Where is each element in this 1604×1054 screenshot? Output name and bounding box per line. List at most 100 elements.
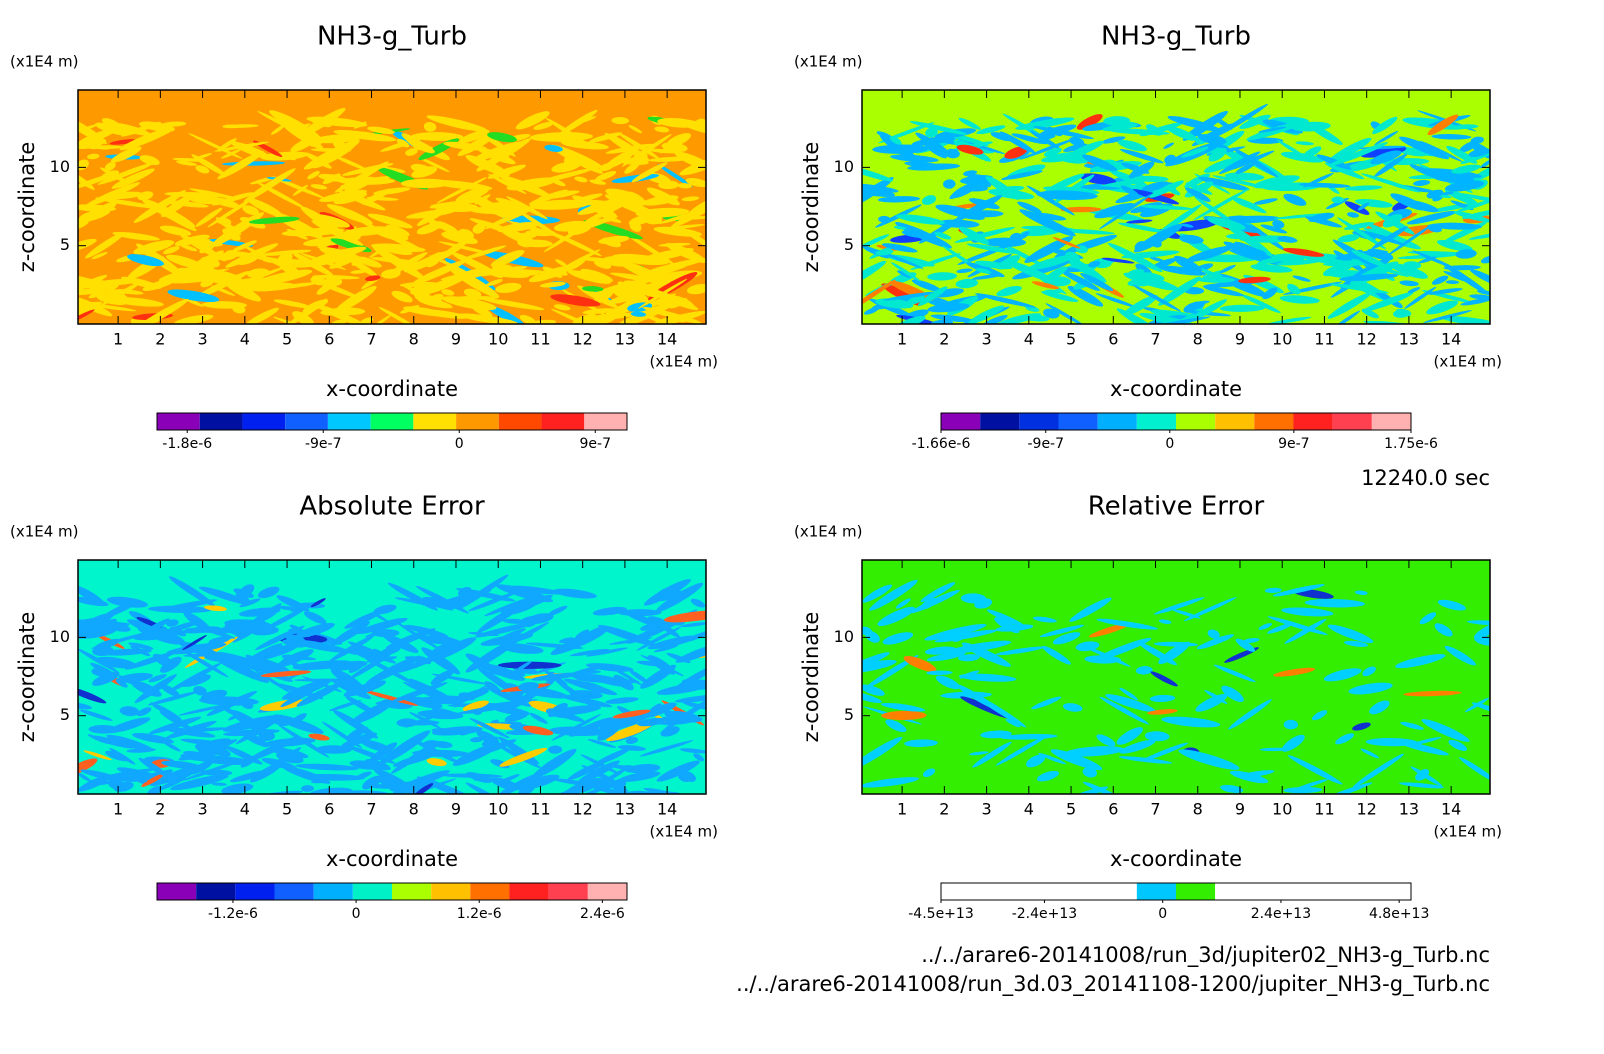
field-streak (365, 759, 391, 771)
colorbar-tick-label: -1.8e-6 (162, 436, 212, 452)
field-streak (457, 132, 497, 157)
field-streak (309, 787, 353, 794)
field-streak (1234, 241, 1274, 263)
field-streak (901, 230, 928, 238)
field-streak (640, 664, 677, 689)
colorbar-segment (1215, 883, 1255, 900)
field-streak (1219, 264, 1236, 274)
field-streak (864, 655, 919, 689)
x-tick-label: 5 (282, 330, 292, 349)
field-streak (335, 156, 367, 171)
field-streak (1454, 124, 1479, 130)
field-streak (1241, 294, 1281, 314)
field-streak (1119, 739, 1156, 754)
field-streak (862, 166, 893, 182)
field-streak (924, 624, 987, 641)
colorbar-segment (1176, 883, 1216, 900)
field-streak (911, 279, 942, 292)
field-streak (193, 685, 207, 696)
field-streak (1118, 756, 1173, 764)
field-streak (595, 170, 617, 181)
field-streak (465, 782, 504, 794)
field-streak (243, 168, 296, 203)
field-streak (550, 778, 610, 789)
field-streak (1346, 212, 1359, 218)
field-streak (1426, 189, 1444, 199)
field-streak (161, 599, 218, 611)
field-streak (273, 299, 312, 309)
field-streak (675, 642, 706, 663)
field-streak (865, 630, 880, 643)
field-streak (1279, 295, 1320, 304)
field-streak (1287, 283, 1301, 295)
field-streak (1431, 134, 1472, 140)
field-streak (468, 591, 517, 612)
field-streak (1419, 612, 1437, 625)
field-streak (241, 701, 254, 710)
field-streak (1327, 624, 1374, 643)
field-streak (1140, 205, 1193, 210)
colorbar-tick-label: 0 (352, 906, 361, 922)
field-streak (529, 712, 548, 724)
field-streak (958, 226, 990, 245)
field-streak (1238, 276, 1271, 284)
field-streak (165, 619, 179, 627)
field-streak (679, 155, 706, 176)
field-streak (396, 138, 410, 148)
y-tick-label: 5 (844, 235, 854, 254)
field-streak (1050, 749, 1103, 771)
field-streak (582, 308, 616, 315)
field-streak (1410, 766, 1443, 787)
x-tick-label: 6 (1108, 800, 1118, 819)
field-streak (1065, 140, 1105, 160)
field-streak (1434, 623, 1453, 637)
field-streak (91, 251, 108, 260)
field-streak (594, 747, 631, 766)
field-streak (307, 171, 320, 180)
field-streak (625, 736, 639, 745)
colorbar-segment (352, 883, 392, 900)
field-streak (1043, 308, 1060, 319)
field-streak (1323, 668, 1362, 682)
field-streak (581, 764, 627, 789)
x-tick-label: 11 (1314, 800, 1334, 819)
field-streak (577, 285, 619, 309)
field-streak (1121, 250, 1180, 259)
field-streak (573, 193, 603, 203)
field-streak (1028, 255, 1075, 270)
field-streak (686, 230, 706, 248)
field-streak (1304, 598, 1365, 608)
field-streak (589, 132, 623, 143)
colorbar-tick-label: -1.66e-6 (912, 436, 971, 452)
field-streak (614, 295, 641, 312)
field-streak (1229, 770, 1269, 784)
field-streak (974, 177, 992, 188)
field-streak (1466, 620, 1490, 626)
field-streak (141, 773, 165, 787)
field-streak (555, 269, 568, 276)
field-streak (570, 648, 610, 657)
field-streak (365, 275, 381, 282)
colorbar-segment (242, 413, 286, 430)
field-streak (643, 702, 677, 718)
field-streak (400, 305, 420, 314)
field-streak (927, 272, 957, 281)
field-streak (934, 629, 998, 643)
field-streak (211, 782, 227, 786)
x-tick-label: 11 (1314, 330, 1334, 349)
field-streak (1031, 281, 1060, 290)
field-streak (656, 620, 681, 638)
field-streak (1075, 641, 1100, 652)
colorbar-tick-label: 4.8e+13 (1369, 906, 1429, 922)
field-streak (495, 282, 522, 293)
field-streak (1116, 727, 1143, 745)
field-streak (310, 779, 329, 784)
colorbar-tick-label: 0 (1165, 436, 1174, 452)
field-streak (78, 617, 109, 629)
field-streak (217, 138, 237, 151)
field-streak (1219, 304, 1265, 312)
field-streak (678, 772, 692, 782)
field-streak (1337, 217, 1387, 250)
field-streak (869, 579, 918, 611)
